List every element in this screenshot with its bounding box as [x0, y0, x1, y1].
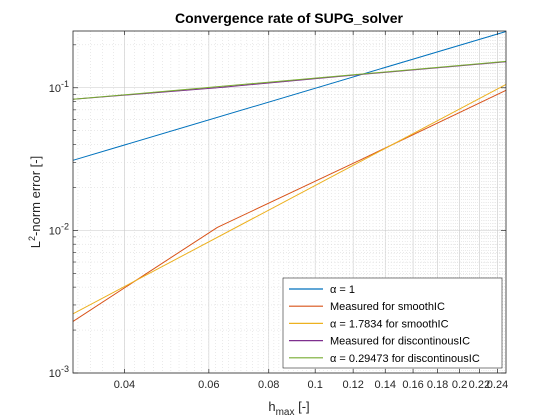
- legend-label-4: α = 0.29473 for discontinousIC: [330, 353, 480, 365]
- y-tick-label-exponent: -2: [61, 221, 69, 231]
- y-tick-label: 10-1: [49, 79, 69, 95]
- x-axis-label-sub: max: [276, 407, 295, 418]
- y-tick-label-base: 10: [49, 225, 61, 237]
- x-tick-label: 0.06: [198, 379, 219, 391]
- legend-label-3: Measured for discontinousIC: [330, 336, 470, 348]
- x-tick-label: 0.1: [308, 379, 323, 391]
- y-axis-label: L2-norm error [-]: [27, 156, 43, 248]
- x-axis-label-base: h: [268, 399, 275, 414]
- y-tick-label-exponent: -3: [61, 364, 69, 374]
- legend-label-1: Measured for smoothIC: [330, 301, 445, 313]
- x-tick-label: 0.08: [258, 379, 279, 391]
- y-tick-label: 10-2: [49, 221, 69, 237]
- x-tick-label: 0.18: [427, 379, 448, 391]
- legend: α = 1 Measured for smoothIC α = 1.7834 for…: [283, 278, 502, 368]
- chart-title: Convergence rate of SUPG_solver: [175, 10, 404, 26]
- y-tick-label-base: 10: [49, 83, 61, 95]
- x-axis-label: hmax [-]: [268, 399, 309, 418]
- legend-label-2: α = 1.7834 for smoothIC: [330, 318, 449, 330]
- y-axis-label-post: -norm error [-]: [28, 156, 43, 236]
- y-tick-label-base: 10: [49, 368, 61, 380]
- x-tick-label: 0.24: [487, 379, 508, 391]
- y-tick-label-exponent: -1: [61, 79, 69, 89]
- x-tick-label: 0.04: [114, 379, 135, 391]
- x-tick-labels: 0.04 0.06 0.08 0.1 0.12 0.14 0.16 0.18 0.2 0.220.…: [114, 379, 509, 391]
- x-tick-label: 0.12: [342, 379, 363, 391]
- x-tick-label: 0.14: [375, 379, 396, 391]
- y-tick-labels: 10-310-210-1: [49, 79, 69, 380]
- legend-label-0: α = 1: [330, 284, 355, 296]
- x-axis-label-unit: [-]: [294, 399, 309, 414]
- x-tick-label: 0.16: [402, 379, 423, 391]
- y-tick-label: 10-3: [49, 364, 69, 380]
- y-axis-label-pre: L: [28, 241, 43, 248]
- x-tick-label: 0.2: [452, 379, 467, 391]
